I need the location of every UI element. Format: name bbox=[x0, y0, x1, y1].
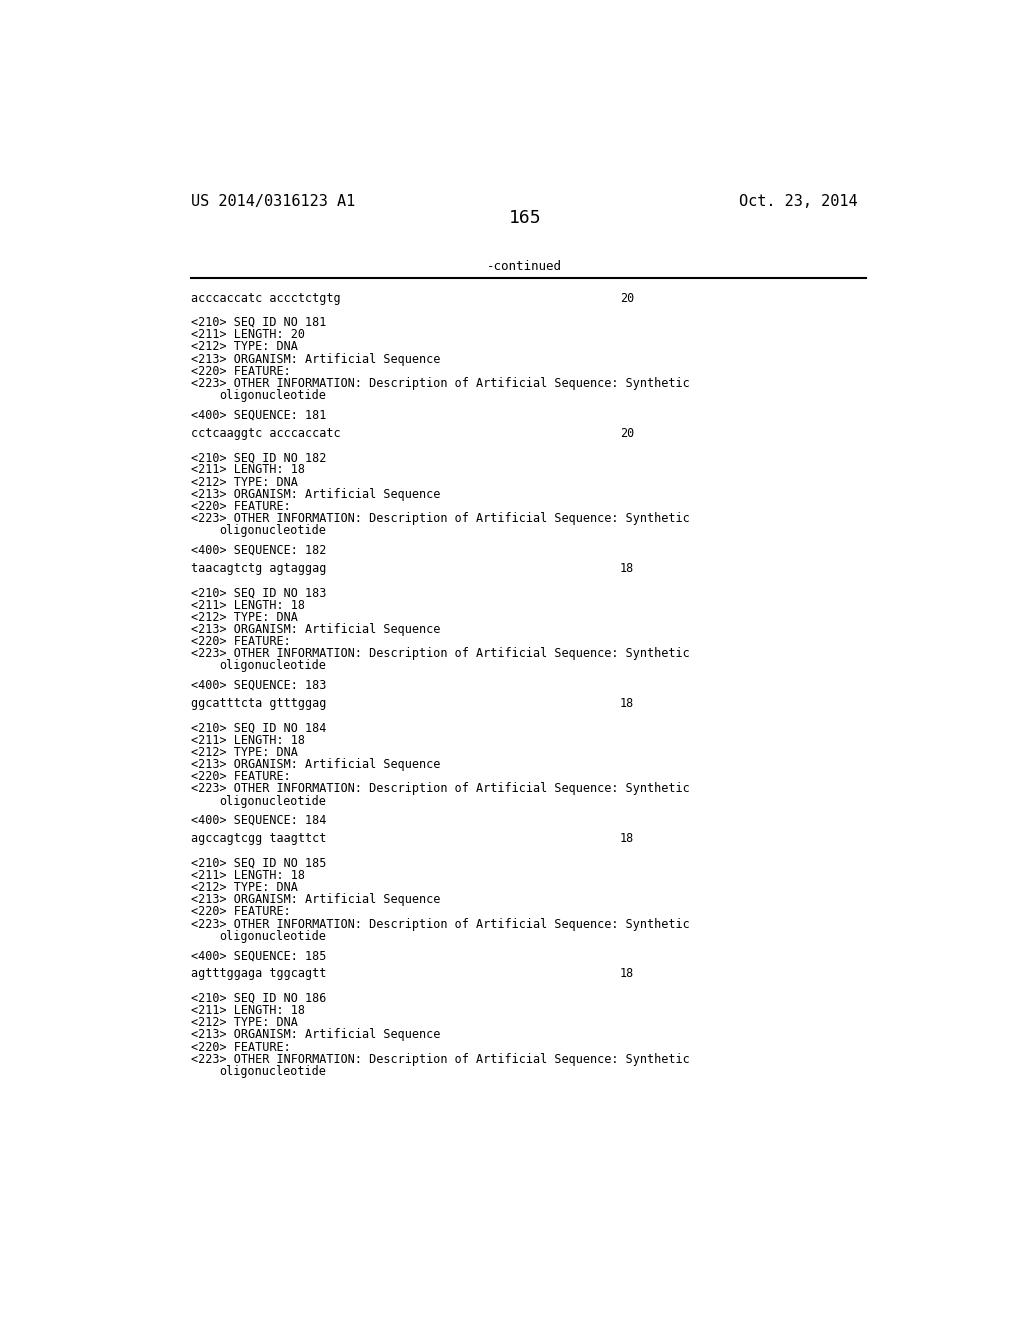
Text: oligonucleotide: oligonucleotide bbox=[219, 524, 326, 537]
Text: <223> OTHER INFORMATION: Description of Artificial Sequence: Synthetic: <223> OTHER INFORMATION: Description of … bbox=[191, 783, 690, 796]
Text: cctcaaggtc acccaccatc: cctcaaggtc acccaccatc bbox=[191, 426, 341, 440]
Text: <211> LENGTH: 18: <211> LENGTH: 18 bbox=[191, 734, 305, 747]
Text: <210> SEQ ID NO 185: <210> SEQ ID NO 185 bbox=[191, 857, 327, 870]
Text: <220> FEATURE:: <220> FEATURE: bbox=[191, 364, 291, 378]
Text: <213> ORGANISM: Artificial Sequence: <213> ORGANISM: Artificial Sequence bbox=[191, 894, 441, 907]
Text: <220> FEATURE:: <220> FEATURE: bbox=[191, 771, 291, 783]
Text: 18: 18 bbox=[620, 562, 634, 576]
Text: <213> ORGANISM: Artificial Sequence: <213> ORGANISM: Artificial Sequence bbox=[191, 487, 441, 500]
Text: <213> ORGANISM: Artificial Sequence: <213> ORGANISM: Artificial Sequence bbox=[191, 352, 441, 366]
Text: <400> SEQUENCE: 184: <400> SEQUENCE: 184 bbox=[191, 814, 327, 826]
Text: ggcatttcta gtttggag: ggcatttcta gtttggag bbox=[191, 697, 327, 710]
Text: 20: 20 bbox=[620, 426, 634, 440]
Text: <210> SEQ ID NO 181: <210> SEQ ID NO 181 bbox=[191, 315, 327, 329]
Text: 165: 165 bbox=[509, 210, 541, 227]
Text: <220> FEATURE:: <220> FEATURE: bbox=[191, 1040, 291, 1053]
Text: <210> SEQ ID NO 186: <210> SEQ ID NO 186 bbox=[191, 991, 327, 1005]
Text: <400> SEQUENCE: 185: <400> SEQUENCE: 185 bbox=[191, 949, 327, 962]
Text: oligonucleotide: oligonucleotide bbox=[219, 1065, 326, 1078]
Text: <400> SEQUENCE: 183: <400> SEQUENCE: 183 bbox=[191, 678, 327, 692]
Text: <211> LENGTH: 18: <211> LENGTH: 18 bbox=[191, 598, 305, 611]
Text: <223> OTHER INFORMATION: Description of Artificial Sequence: Synthetic: <223> OTHER INFORMATION: Description of … bbox=[191, 1053, 690, 1065]
Text: 18: 18 bbox=[620, 697, 634, 710]
Text: <223> OTHER INFORMATION: Description of Artificial Sequence: Synthetic: <223> OTHER INFORMATION: Description of … bbox=[191, 917, 690, 931]
Text: -continued: -continued bbox=[487, 260, 562, 273]
Text: <400> SEQUENCE: 181: <400> SEQUENCE: 181 bbox=[191, 408, 327, 421]
Text: <211> LENGTH: 18: <211> LENGTH: 18 bbox=[191, 463, 305, 477]
Text: <210> SEQ ID NO 183: <210> SEQ ID NO 183 bbox=[191, 586, 327, 599]
Text: <212> TYPE: DNA: <212> TYPE: DNA bbox=[191, 1016, 298, 1030]
Text: <211> LENGTH: 18: <211> LENGTH: 18 bbox=[191, 869, 305, 882]
Text: <220> FEATURE:: <220> FEATURE: bbox=[191, 635, 291, 648]
Text: <210> SEQ ID NO 182: <210> SEQ ID NO 182 bbox=[191, 451, 327, 465]
Text: oligonucleotide: oligonucleotide bbox=[219, 660, 326, 672]
Text: US 2014/0316123 A1: US 2014/0316123 A1 bbox=[191, 194, 355, 209]
Text: acccaccatc accctctgtg: acccaccatc accctctgtg bbox=[191, 292, 341, 305]
Text: <212> TYPE: DNA: <212> TYPE: DNA bbox=[191, 341, 298, 354]
Text: <212> TYPE: DNA: <212> TYPE: DNA bbox=[191, 611, 298, 623]
Text: <210> SEQ ID NO 184: <210> SEQ ID NO 184 bbox=[191, 722, 327, 734]
Text: 18: 18 bbox=[620, 833, 634, 845]
Text: <213> ORGANISM: Artificial Sequence: <213> ORGANISM: Artificial Sequence bbox=[191, 758, 441, 771]
Text: <213> ORGANISM: Artificial Sequence: <213> ORGANISM: Artificial Sequence bbox=[191, 623, 441, 636]
Text: <220> FEATURE:: <220> FEATURE: bbox=[191, 906, 291, 919]
Text: <223> OTHER INFORMATION: Description of Artificial Sequence: Synthetic: <223> OTHER INFORMATION: Description of … bbox=[191, 512, 690, 525]
Text: oligonucleotide: oligonucleotide bbox=[219, 795, 326, 808]
Text: Oct. 23, 2014: Oct. 23, 2014 bbox=[739, 194, 858, 209]
Text: <400> SEQUENCE: 182: <400> SEQUENCE: 182 bbox=[191, 544, 327, 557]
Text: <213> ORGANISM: Artificial Sequence: <213> ORGANISM: Artificial Sequence bbox=[191, 1028, 441, 1041]
Text: <211> LENGTH: 20: <211> LENGTH: 20 bbox=[191, 329, 305, 341]
Text: agtttggaga tggcagtt: agtttggaga tggcagtt bbox=[191, 968, 327, 981]
Text: <223> OTHER INFORMATION: Description of Artificial Sequence: Synthetic: <223> OTHER INFORMATION: Description of … bbox=[191, 647, 690, 660]
Text: taacagtctg agtaggag: taacagtctg agtaggag bbox=[191, 562, 327, 576]
Text: <212> TYPE: DNA: <212> TYPE: DNA bbox=[191, 880, 298, 894]
Text: oligonucleotide: oligonucleotide bbox=[219, 929, 326, 942]
Text: <211> LENGTH: 18: <211> LENGTH: 18 bbox=[191, 1005, 305, 1016]
Text: <212> TYPE: DNA: <212> TYPE: DNA bbox=[191, 475, 298, 488]
Text: <223> OTHER INFORMATION: Description of Artificial Sequence: Synthetic: <223> OTHER INFORMATION: Description of … bbox=[191, 378, 690, 389]
Text: oligonucleotide: oligonucleotide bbox=[219, 389, 326, 403]
Text: agccagtcgg taagttct: agccagtcgg taagttct bbox=[191, 833, 327, 845]
Text: 18: 18 bbox=[620, 968, 634, 981]
Text: <212> TYPE: DNA: <212> TYPE: DNA bbox=[191, 746, 298, 759]
Text: <220> FEATURE:: <220> FEATURE: bbox=[191, 500, 291, 513]
Text: 20: 20 bbox=[620, 292, 634, 305]
